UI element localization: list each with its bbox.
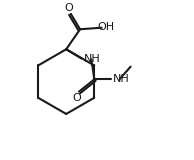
Text: NH: NH — [113, 74, 130, 84]
Text: O: O — [65, 3, 73, 13]
Text: O: O — [73, 93, 81, 104]
Text: OH: OH — [97, 22, 114, 32]
Text: NH: NH — [84, 53, 101, 64]
